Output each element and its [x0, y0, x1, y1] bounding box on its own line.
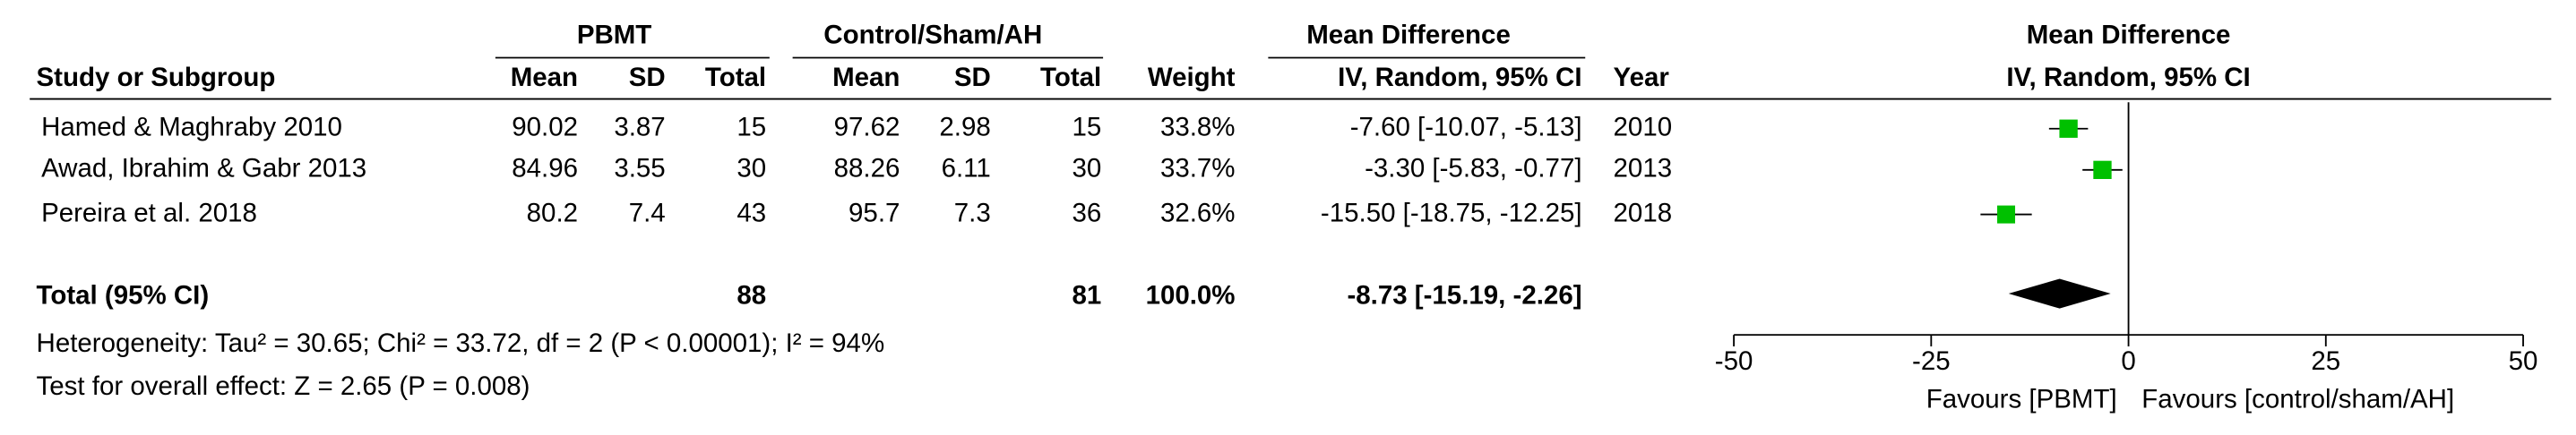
table-cell: 36: [1072, 198, 1101, 227]
summary-diamond: [2008, 278, 2111, 309]
column-header: Total: [705, 63, 766, 92]
table-cell: 3.87: [614, 113, 665, 142]
overall-effect: Test for overall effect: Z = 2.65 (P = 0…: [37, 371, 530, 401]
x-tick-label: 0: [2121, 346, 2135, 376]
table-cell: 90.02: [512, 113, 578, 142]
total-cell: -8.73 [-15.19, -2.26]: [1347, 281, 1581, 311]
group-header: Mean Difference: [1306, 20, 1511, 49]
table-cell: 15: [1072, 113, 1101, 142]
table-cell: -3.30 [-5.83, -0.77]: [1365, 154, 1581, 183]
x-tick-label: 25: [2311, 346, 2340, 376]
table-cell: 15: [737, 113, 766, 142]
column-header: Weight: [1148, 63, 1236, 92]
column-header: IV, Random, 95% CI: [1338, 63, 1581, 92]
table-cell: 32.6%: [1160, 198, 1236, 227]
column-header: Year: [1614, 63, 1670, 92]
total-cell: 88: [737, 281, 766, 311]
column-header: Mean: [511, 63, 578, 92]
group-header: PBMT: [577, 20, 652, 49]
total-cell: 100.0%: [1146, 281, 1236, 311]
table-cell: Hamed & Maghraby 2010: [41, 113, 342, 142]
table-cell: 6.11: [942, 154, 991, 183]
table-cell: 33.8%: [1160, 113, 1236, 142]
x-tick-label: 50: [2509, 346, 2538, 376]
table-cell: 95.7: [849, 198, 900, 227]
table-cell: 7.4: [629, 198, 666, 227]
column-header: SD: [954, 63, 991, 92]
column-header: Total: [1040, 63, 1101, 92]
group-header: Control/Sham/AH: [823, 20, 1042, 49]
effect-square: [1997, 205, 2016, 224]
effect-square: [2093, 160, 2112, 179]
table-cell: 43: [737, 198, 766, 227]
table-cell: 2.98: [939, 113, 990, 142]
column-header: Mean: [832, 63, 900, 92]
heterogeneity: Heterogeneity: Tau² = 30.65; Chi² = 33.7…: [37, 328, 885, 358]
table-cell: 30: [1072, 154, 1101, 183]
favours-label: Favours [PBMT]: [1926, 385, 2117, 414]
table-cell: 2010: [1614, 113, 1673, 142]
table-cell: 88.26: [834, 154, 900, 183]
total-cell: Total (95% CI): [37, 281, 210, 311]
x-tick-label: -50: [1715, 346, 1753, 376]
table-cell: Pereira et al. 2018: [41, 198, 257, 227]
table-cell: 80.2: [527, 198, 578, 227]
x-tick-label: -25: [1912, 346, 1951, 376]
table-cell: Awad, Ibrahim & Gabr 2013: [41, 154, 366, 183]
table-cell: 33.7%: [1160, 154, 1236, 183]
favours-label: Favours [control/sham/AH]: [2141, 385, 2454, 414]
group-header: Mean Difference: [2027, 20, 2231, 49]
table-cell: 2018: [1614, 198, 1673, 227]
plot-subtitle: IV, Random, 95% CI: [2006, 63, 2250, 92]
total-cell: 81: [1072, 281, 1101, 311]
table-cell: 3.55: [614, 154, 665, 183]
table-cell: 7.3: [954, 198, 991, 227]
effect-square: [2059, 119, 2078, 138]
column-header: SD: [629, 63, 666, 92]
table-cell: 97.62: [834, 113, 900, 142]
table-cell: -7.60 [-10.07, -5.13]: [1350, 113, 1582, 142]
column-header: Study or Subgroup: [37, 63, 276, 92]
table-cell: 2013: [1614, 154, 1673, 183]
table-cell: 84.96: [512, 154, 578, 183]
table-cell: 30: [737, 154, 766, 183]
table-cell: -15.50 [-18.75, -12.25]: [1321, 198, 1582, 227]
